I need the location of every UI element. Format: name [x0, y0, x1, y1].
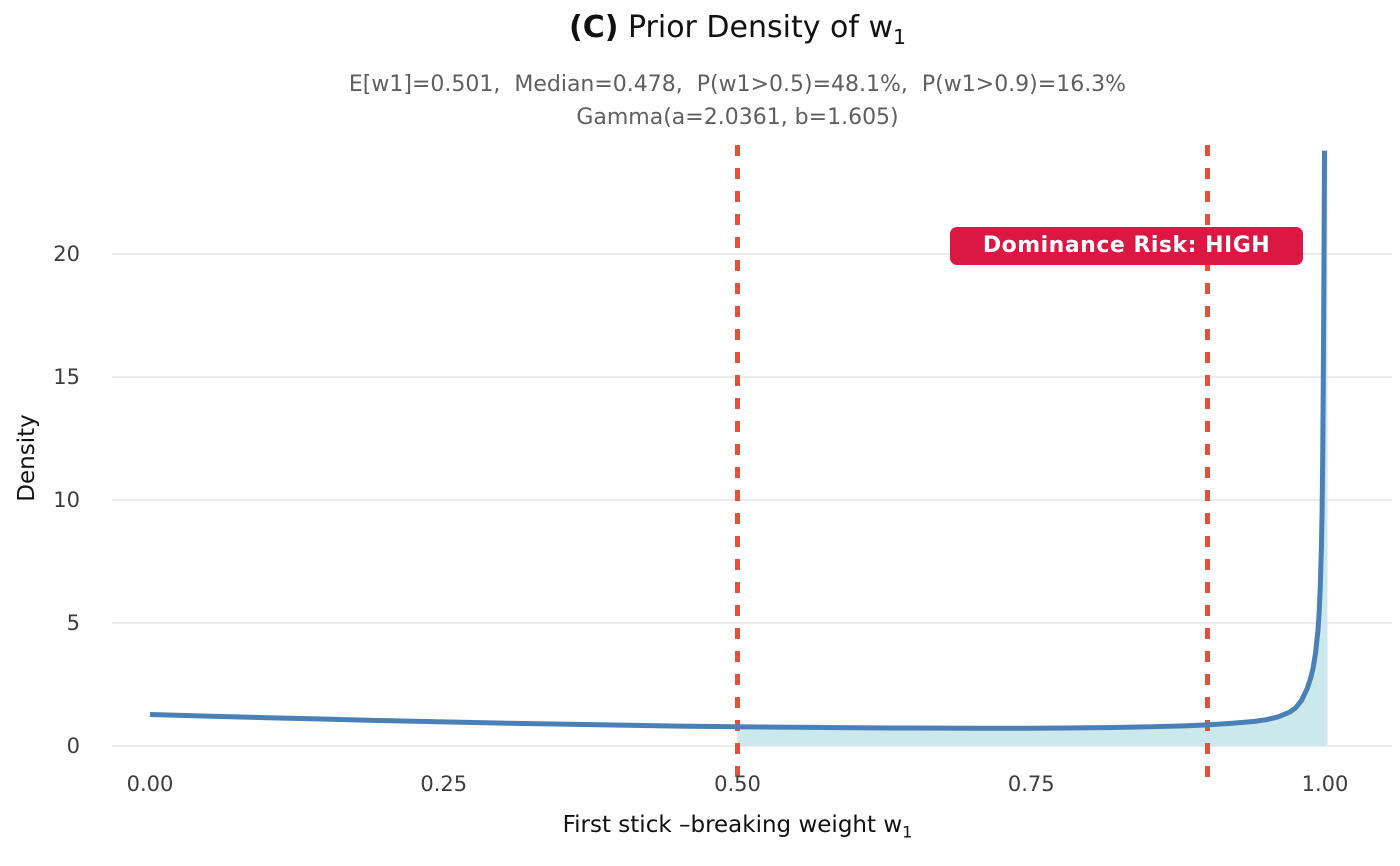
plot-title-tag: (C) — [568, 10, 619, 45]
y-tick-10: 10 — [53, 488, 80, 512]
x-axis-label-subscript: 1 — [902, 822, 913, 842]
subtitle-stats: E[w1]=0.501, Median=0.478, P(w1>0.5)=48.… — [348, 72, 1127, 97]
y-tick-0: 0 — [66, 734, 80, 758]
y-tick-5: 5 — [66, 611, 80, 635]
dominance-risk-badge: Dominance Risk: HIGH — [950, 227, 1303, 265]
x-tick-0.25: 0.25 — [420, 772, 468, 796]
x-tick-1.00: 1.00 — [1301, 772, 1349, 796]
prior-density-curve — [149, 150, 1328, 731]
x-tick-0.50: 0.50 — [714, 772, 761, 796]
x-axis-label: First stick –breaking weight w1 — [75, 812, 1400, 842]
subtitle-gamma-params: Gamma(a=2.0361, b=1.605) — [576, 105, 899, 130]
plot-title: (C) Prior Density of w1 — [75, 10, 1400, 49]
x-tick-0.75: 0.75 — [1007, 772, 1055, 796]
y-tick-15: 15 — [53, 365, 80, 389]
y-tick-20: 20 — [53, 242, 80, 266]
plot-title-text: Prior Density of w — [618, 10, 894, 45]
plot-title-subscript: 1 — [893, 25, 906, 49]
x-tick-0.00: 0.00 — [126, 772, 174, 796]
x-axis-label-text: First stick –breaking weight w — [562, 812, 903, 838]
